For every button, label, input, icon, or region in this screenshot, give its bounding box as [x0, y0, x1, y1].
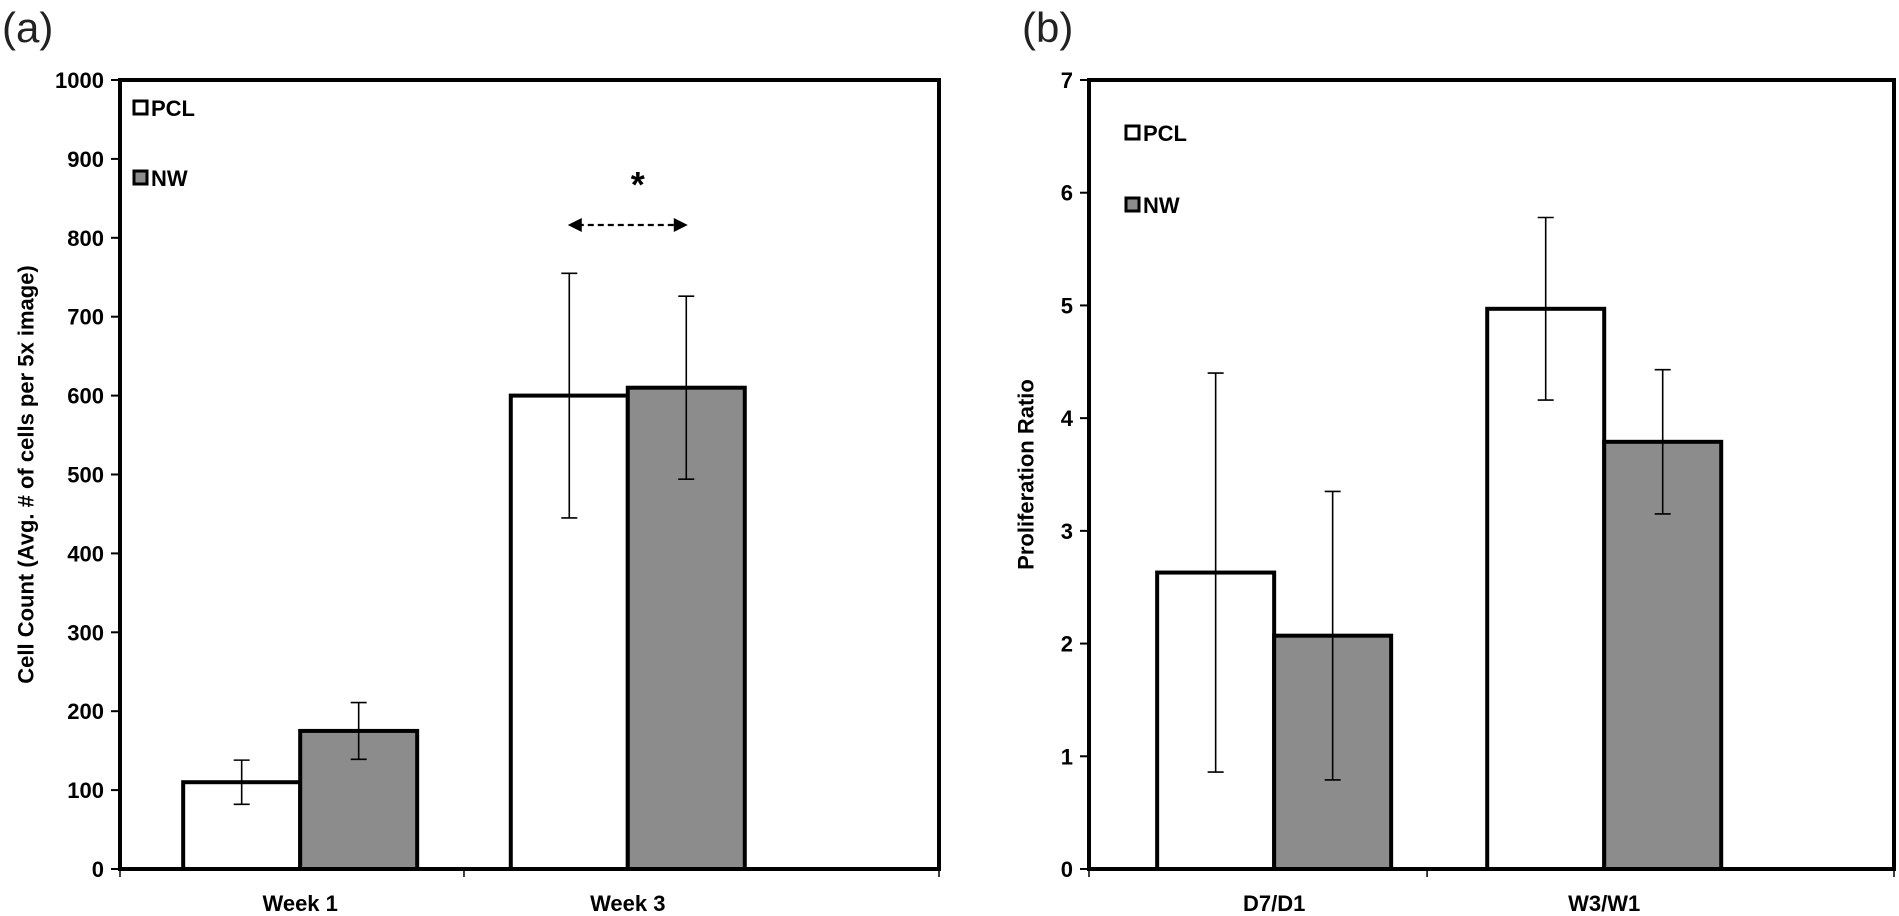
x-tick-label: D7/D1 [1243, 891, 1305, 916]
x-tick-label: Week 1 [262, 891, 337, 916]
x-tick-label: W3/W1 [1568, 891, 1640, 916]
y-tick-label: 6 [1061, 181, 1073, 206]
legend-swatch-pcl [1124, 124, 1141, 141]
y-tick-label: 5 [1061, 293, 1073, 318]
y-tick-label: 600 [67, 384, 104, 409]
legend-label-pcl: PCL [151, 96, 195, 121]
y-tick-label: 800 [67, 226, 104, 251]
significance-star: * [631, 164, 645, 205]
legend-swatch-pcl [132, 99, 149, 116]
significance-arrow-head-right [673, 218, 688, 232]
significance-arrow-head-left [567, 218, 582, 232]
legend-swatch-nw [132, 169, 149, 186]
legend-swatch-nw [1124, 196, 1141, 213]
legend-label-nw: NW [151, 166, 188, 191]
y-tick-label: 1 [1061, 744, 1073, 769]
legend-label-pcl: PCL [1143, 121, 1187, 146]
x-tick-label: Week 3 [590, 891, 665, 916]
y-tick-label: 500 [67, 463, 104, 488]
panel-a-chart: (a) Week 1 Week 3 0 100 200 300 400 500 600 700 800… [2, 4, 941, 916]
y-axis-label: Proliferation Ratio [1014, 379, 1039, 570]
y-tick-label: 100 [67, 778, 104, 803]
y-tick-label: 400 [67, 541, 104, 566]
y-tick-label: 0 [92, 857, 104, 882]
y-tick-label: 4 [1061, 406, 1074, 431]
plot-frame [1087, 78, 1896, 871]
legend-label-nw: NW [1143, 193, 1180, 218]
y-tick-label: 300 [67, 620, 104, 645]
panel-label: (a) [2, 4, 53, 51]
panel-label: (b) [1022, 4, 1073, 51]
y-tick-label: 200 [67, 699, 104, 724]
y-tick-label: 900 [67, 147, 104, 172]
y-tick-label: 700 [67, 305, 104, 330]
y-tick-label: 2 [1061, 632, 1073, 657]
y-tick-label: 1000 [55, 68, 104, 93]
y-axis-label: Cell Count (Avg. # of cells per 5x image… [14, 265, 39, 684]
y-tick-label: 7 [1061, 68, 1073, 93]
y-tick-label: 3 [1061, 519, 1073, 544]
panel-b-chart: (b) D7/D1 W3/W1 0 1 2 3 4 5 6 7 Proliferation Ratio… [1014, 4, 1896, 916]
y-tick-label: 0 [1061, 857, 1073, 882]
